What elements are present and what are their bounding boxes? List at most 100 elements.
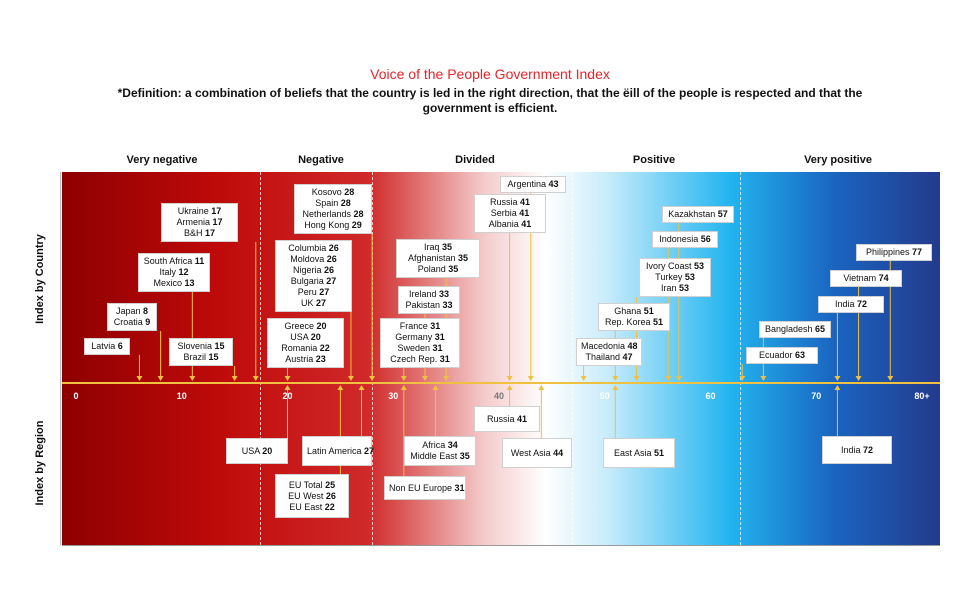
region-value: 26: [325, 490, 336, 501]
country-box: Macedonia 48 Thailand 47: [576, 338, 642, 366]
country-arrowhead: [834, 376, 841, 381]
country-value: 53: [694, 261, 705, 271]
country-name: Slovenia: [177, 341, 215, 351]
country-name: Argentina: [507, 179, 549, 189]
country-name: Greece: [284, 321, 317, 331]
country-name: Nigeria: [292, 265, 324, 275]
category-very-negative: Very negative: [126, 154, 198, 166]
country-value: 17: [211, 206, 222, 216]
country-entry: Ghana 51: [603, 306, 665, 317]
country-entry: Iraq 35: [401, 242, 475, 253]
region-entry: East Asia 51: [608, 448, 670, 459]
country-value: 26: [328, 243, 339, 253]
country-entry: Serbia 41: [479, 208, 541, 219]
country-entry: Macedonia 48: [581, 341, 638, 352]
country-name: Bangladesh: [764, 324, 816, 334]
country-arrowhead: [157, 376, 164, 381]
country-entry: Spain 28: [299, 198, 367, 209]
country-arrowhead: [400, 376, 407, 381]
country-arrowhead: [231, 376, 238, 381]
country-box: Ghana 51 Rep. Korea 51: [598, 303, 670, 331]
country-box: Philippines 77: [856, 244, 932, 261]
country-name: Vietnam: [843, 273, 879, 283]
country-name: Kazakhstan: [668, 209, 718, 219]
country-name: Macedonia: [581, 341, 628, 351]
country-value: 41: [520, 197, 531, 207]
country-name: Brazil: [183, 352, 209, 362]
country-arrowhead: [633, 376, 640, 381]
country-value: 53: [679, 283, 690, 293]
country-name: Germany: [395, 332, 435, 342]
country-arrowhead: [887, 376, 894, 381]
country-value: 41: [519, 208, 530, 218]
country-entry: Japan 8: [112, 306, 152, 317]
country-entry: UK 27: [280, 298, 347, 309]
country-name: Iraq: [423, 242, 442, 252]
country-box: Greece 20 USA 20 Romania 22 Austria 23: [267, 318, 344, 368]
country-entry: Brazil 15: [174, 352, 228, 363]
region-box: Africa 34 Middle East 35: [404, 436, 476, 466]
country-value: 51: [653, 317, 664, 327]
country-value: 41: [521, 219, 532, 229]
country-name: Peru: [297, 287, 320, 297]
country-name: Ireland: [408, 289, 439, 299]
category-divided: Divided: [455, 154, 495, 166]
country-name: Russia: [489, 197, 520, 207]
country-name: Thailand: [585, 352, 623, 362]
country-value: 31: [432, 343, 443, 353]
country-box: Kazakhstan 57: [662, 206, 734, 223]
country-value: 20: [310, 332, 321, 342]
country-name: Romania: [281, 343, 320, 353]
country-name: Philippines: [865, 247, 912, 257]
region-name: EU West: [288, 490, 326, 501]
country-box: Ireland 33 Pakistan 33: [398, 286, 460, 314]
country-value: 57: [717, 209, 728, 219]
country-box: Columbia 26 Moldova 26 Nigeria 26 Bulgaria …: [275, 240, 352, 312]
country-arrowhead: [665, 376, 672, 381]
country-entry: Armenia 17: [166, 217, 233, 228]
country-name: India: [834, 299, 857, 309]
country-entry: Croatia 9: [112, 317, 152, 328]
region-box: Latin America 27: [302, 436, 374, 466]
country-value: 65: [815, 324, 826, 334]
country-value: 28: [344, 187, 355, 197]
category-positive: Positive: [632, 154, 676, 166]
country-arrowhead: [443, 376, 450, 381]
category-negative: Negative: [298, 154, 344, 166]
country-entry: Hong Kong 29: [299, 220, 367, 231]
country-value: 35: [442, 242, 453, 252]
region-value: 25: [325, 479, 336, 490]
country-entry: Nigeria 26: [280, 265, 347, 276]
country-name: Ukraine: [177, 206, 212, 216]
country-name: Armenia: [176, 217, 213, 227]
country-entry: Thailand 47: [581, 352, 637, 363]
country-entry: Poland 35: [401, 264, 475, 275]
region-entry: Russia 41: [479, 414, 535, 425]
country-box: Ivory Coast 53 Turkey 53 Iran 53: [639, 258, 711, 297]
country-entry: Bangladesh 65: [764, 324, 826, 335]
country-value: 47: [622, 352, 633, 362]
country-box: Latvia 6: [84, 338, 130, 355]
country-entry: Germany 31: [385, 332, 455, 343]
country-entry: Iran 53: [644, 283, 706, 294]
region-name: EU Total: [288, 479, 326, 490]
country-value: 51: [643, 306, 654, 316]
country-entry: Ukraine 17: [166, 206, 233, 217]
country-entry: South Africa 11: [143, 256, 205, 267]
country-value: 27: [326, 276, 337, 286]
x-tick-label: 30: [388, 391, 398, 401]
country-arrowhead: [527, 376, 534, 381]
country-entry: Kosovo 28: [299, 187, 367, 198]
country-name: Sweden: [397, 343, 433, 353]
region-name: India: [840, 444, 863, 455]
country-value: 33: [439, 289, 450, 299]
country-value: 74: [878, 273, 889, 283]
country-arrowhead: [136, 376, 143, 381]
region-entry: EU West 26: [280, 491, 344, 502]
country-name: Latvia: [91, 341, 118, 351]
country-entry: Greece 20: [272, 321, 339, 332]
country-entry: Netherlands 28: [299, 209, 367, 220]
region-value: 51: [654, 447, 665, 458]
country-box: Slovenia 15 Brazil 15: [169, 338, 233, 366]
region-value: 35: [459, 451, 470, 461]
